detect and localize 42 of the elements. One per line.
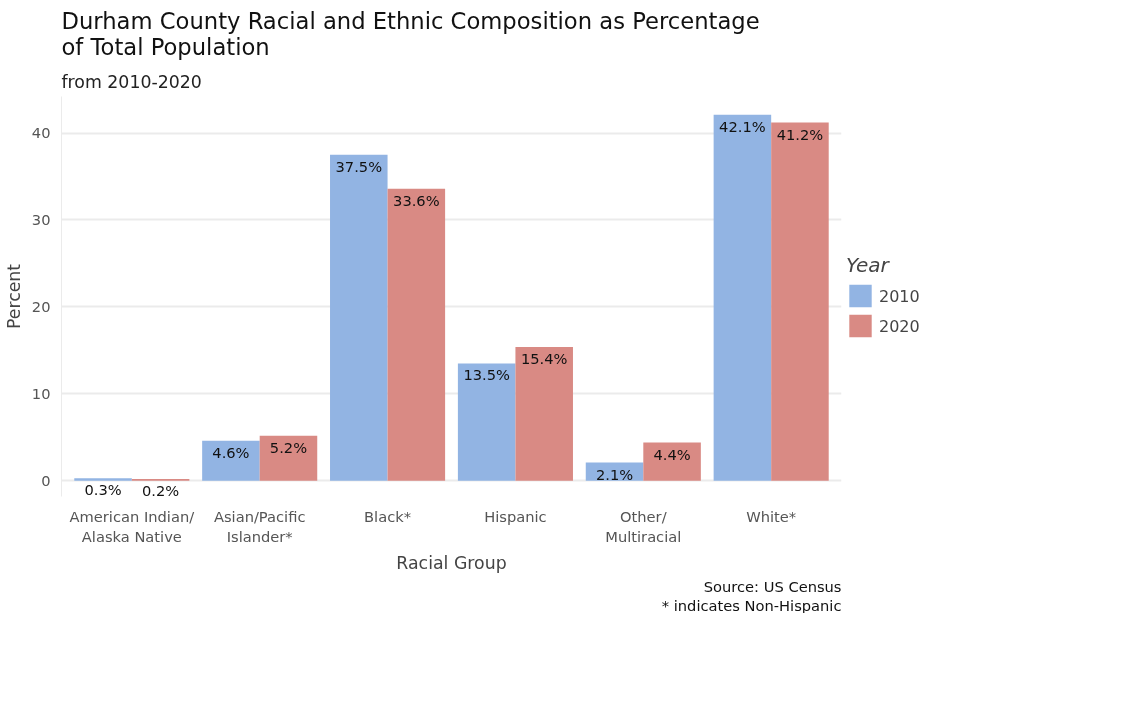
- data-label: 0.3%: [84, 481, 122, 499]
- data-label: 41.2%: [776, 125, 824, 143]
- data-label: 2.1%: [595, 465, 634, 483]
- data-label: 13.5%: [463, 366, 511, 384]
- source-note: Source: US Census: [703, 577, 842, 595]
- bar: [713, 114, 772, 481]
- y-tick-label: 40: [31, 124, 51, 142]
- y-tick-label: 10: [31, 384, 51, 402]
- bar: [771, 122, 829, 481]
- bar: [387, 188, 446, 481]
- legend-label: 2020: [879, 315, 920, 337]
- data-label: 33.6%: [393, 191, 440, 209]
- chart-subtitle: from 2010-2020: [61, 71, 202, 92]
- data-label: 42.1%: [719, 117, 766, 135]
- y-tick-label: 0: [41, 471, 51, 489]
- legend-label: 2010: [879, 285, 920, 307]
- bar: [643, 442, 701, 481]
- bar: [259, 435, 318, 481]
- data-label: 37.5%: [335, 157, 383, 175]
- text: * indicates Non-Hispanic: [661, 596, 842, 614]
- y-tick-label: 20: [31, 297, 51, 315]
- data-label: 4.4%: [653, 445, 691, 463]
- y-tick-label: 30: [31, 210, 51, 228]
- x-tick-label: Asian/Pacific Islander*: [213, 507, 306, 545]
- x-tick-label: American Indian/ Alaska Native: [69, 507, 195, 545]
- legend-title: Year: [846, 252, 891, 277]
- y-axis-title: Percent: [3, 263, 24, 330]
- bar: [515, 346, 573, 481]
- chart-title: Durham County Racial and Ethnic Composition as Percentage of Total Population: [61, 7, 760, 60]
- bar: [202, 440, 260, 481]
- bar: [74, 478, 132, 481]
- bar: [330, 154, 388, 481]
- data-label: 5.2%: [269, 438, 308, 456]
- x-tick-label: Black*: [364, 507, 412, 525]
- data-label: 15.4%: [520, 349, 568, 367]
- x-axis-title: Racial Group: [396, 552, 507, 573]
- x-tick-label: Hispanic: [484, 507, 547, 525]
- data-label: 0.2%: [141, 482, 180, 500]
- x-tick-label: Other/ Multiracial: [605, 507, 682, 545]
- bar: [457, 363, 516, 481]
- data-label: 4.6%: [212, 443, 250, 461]
- x-tick-label: White*: [746, 507, 797, 525]
